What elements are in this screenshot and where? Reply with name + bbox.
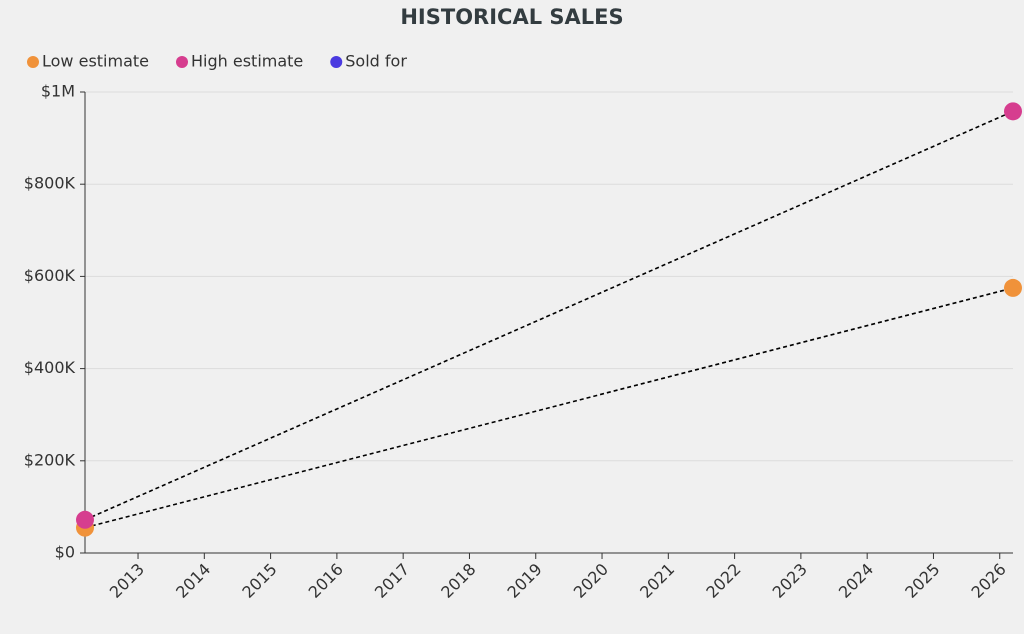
x-tick-label: 2024 <box>835 560 877 602</box>
chart-title: HISTORICAL SALES <box>400 5 623 29</box>
x-tick-label: 2014 <box>172 560 214 602</box>
data-point <box>76 510 94 529</box>
legend-label: High estimate <box>191 52 303 71</box>
legend-marker <box>176 56 188 68</box>
x-tick-label: 2018 <box>437 560 479 602</box>
x-tick-label: 2023 <box>769 560 811 602</box>
data-point <box>1004 278 1022 297</box>
x-tick-label: 2022 <box>702 560 744 602</box>
x-tick-label: 2017 <box>371 560 413 602</box>
x-tick-label: 2020 <box>570 560 612 602</box>
x-tick-label: 2026 <box>968 560 1010 602</box>
series-line <box>84 110 1014 521</box>
legend-label: Low estimate <box>42 52 149 71</box>
legend-marker <box>27 56 39 68</box>
y-tick-label: $0 <box>55 543 75 562</box>
x-tick-label: 2016 <box>305 560 347 602</box>
y-tick-label: $400K <box>24 358 76 377</box>
x-tick-label: 2013 <box>106 560 148 602</box>
x-tick-label: 2015 <box>238 560 280 602</box>
series-line <box>84 287 1014 529</box>
x-tick-label: 2025 <box>901 560 943 602</box>
y-tick-label: $800K <box>24 174 76 193</box>
y-tick-label: $1M <box>41 82 75 101</box>
data-point <box>1004 102 1022 121</box>
x-tick-label: 2021 <box>636 560 678 602</box>
y-tick-label: $200K <box>24 450 76 469</box>
x-tick-label: 2019 <box>504 560 546 602</box>
legend-marker <box>330 56 343 68</box>
y-tick-label: $600K <box>24 266 76 285</box>
legend-label: Sold for <box>345 52 407 71</box>
